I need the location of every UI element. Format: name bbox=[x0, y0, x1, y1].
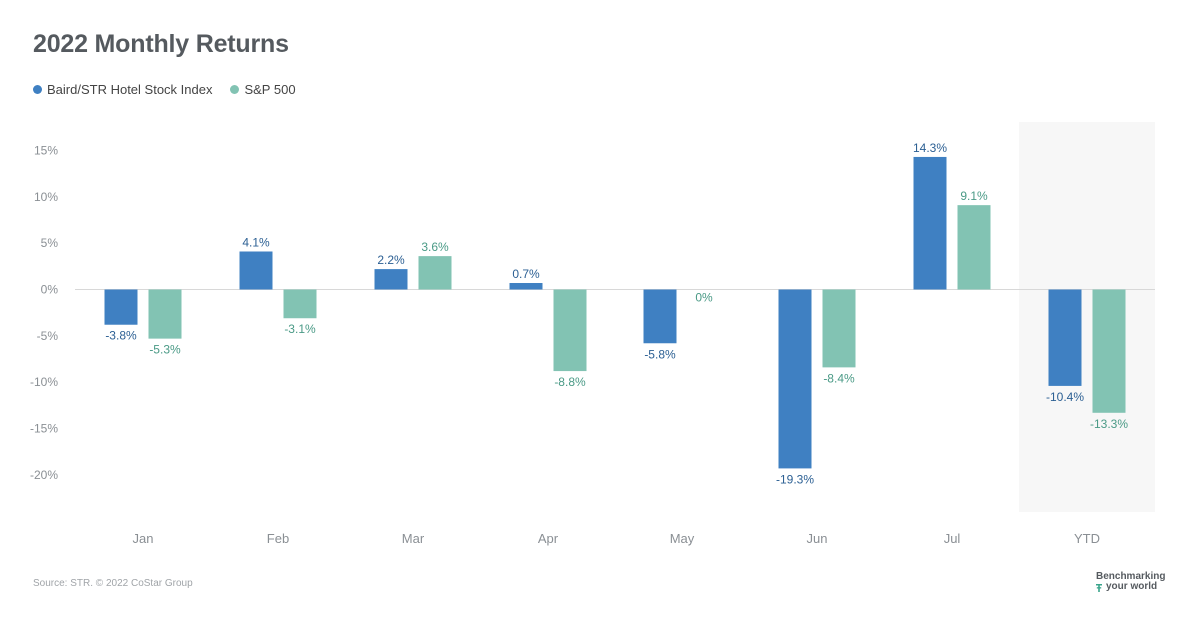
x-tick-label: Jul bbox=[944, 531, 961, 546]
legend-item-sp500: S&P 500 bbox=[230, 82, 296, 97]
x-tick-label: YTD bbox=[1074, 531, 1100, 546]
bar-baird-jul bbox=[913, 156, 947, 290]
bar-baird-ytd bbox=[1048, 289, 1082, 386]
legend-label-baird: Baird/STR Hotel Stock Index bbox=[47, 82, 213, 97]
bar-sp500-feb bbox=[283, 289, 317, 319]
bar-sp500-jan bbox=[148, 289, 182, 339]
bar-sp500-jul bbox=[957, 205, 991, 290]
x-tick-label: Feb bbox=[267, 531, 289, 546]
data-label: -19.3% bbox=[776, 472, 814, 486]
legend-label-sp500: S&P 500 bbox=[244, 82, 296, 97]
bar-baird-feb bbox=[239, 251, 273, 290]
brand-line-2: your world bbox=[1106, 581, 1158, 592]
bar-sp500-apr bbox=[553, 289, 587, 372]
ytd-highlight-band bbox=[1019, 122, 1155, 512]
chart-legend: Baird/STR Hotel Stock Index S&P 500 bbox=[33, 82, 314, 97]
brand-line-1: Benchmarking bbox=[1096, 571, 1166, 582]
y-tick-label: 5% bbox=[41, 236, 59, 250]
source-note: Source: STR. © 2022 CoStar Group bbox=[33, 578, 193, 589]
y-tick-label: -5% bbox=[37, 329, 59, 343]
y-tick-label: -20% bbox=[30, 468, 58, 482]
y-tick-label: 0% bbox=[41, 283, 59, 297]
chart-title: 2022 Monthly Returns bbox=[33, 30, 289, 58]
data-label: -5.8% bbox=[644, 347, 676, 361]
y-tick-label: -10% bbox=[30, 375, 58, 389]
x-tick-label: May bbox=[670, 531, 695, 546]
y-tick-label: 10% bbox=[34, 190, 58, 204]
y-tick-label: -15% bbox=[30, 422, 58, 436]
data-label: -3.8% bbox=[105, 329, 137, 343]
bar-baird-apr bbox=[509, 283, 543, 290]
legend-swatch-sp500 bbox=[230, 85, 240, 94]
brand-logo: Benchmarking your world bbox=[1096, 572, 1168, 592]
legend-item-baird: Baird/STR Hotel Stock Index bbox=[33, 82, 212, 97]
bar-baird-may bbox=[643, 289, 677, 344]
data-label: -3.1% bbox=[284, 322, 316, 336]
legend-swatch-baird bbox=[33, 85, 42, 94]
data-label: -10.4% bbox=[1046, 390, 1084, 404]
data-label: 9.1% bbox=[960, 189, 988, 203]
bar-sp500-ytd bbox=[1092, 289, 1126, 413]
data-label: 4.1% bbox=[242, 235, 270, 249]
x-tick-label: Mar bbox=[402, 531, 425, 546]
bar-baird-jan bbox=[104, 289, 138, 325]
x-tick-label: Apr bbox=[538, 531, 559, 546]
data-label: 0% bbox=[695, 291, 713, 305]
data-label: 14.3% bbox=[913, 141, 947, 155]
data-label: -13.3% bbox=[1090, 417, 1128, 431]
bar-sp500-mar bbox=[418, 256, 452, 290]
y-tick-label: 15% bbox=[34, 143, 58, 157]
data-label: 0.7% bbox=[512, 267, 540, 281]
data-label: 2.2% bbox=[377, 253, 405, 267]
bar-sp500-jun bbox=[822, 289, 856, 368]
data-label: -8.4% bbox=[823, 371, 855, 385]
data-label: 3.6% bbox=[421, 240, 449, 254]
data-label: -5.3% bbox=[149, 343, 181, 357]
x-tick-label: Jun bbox=[807, 531, 828, 546]
bar-baird-jun bbox=[778, 289, 812, 469]
bar-baird-mar bbox=[374, 269, 408, 290]
brand-mark-icon bbox=[1096, 584, 1102, 592]
x-tick-label: Jan bbox=[133, 531, 154, 546]
data-label: -8.8% bbox=[554, 375, 586, 389]
